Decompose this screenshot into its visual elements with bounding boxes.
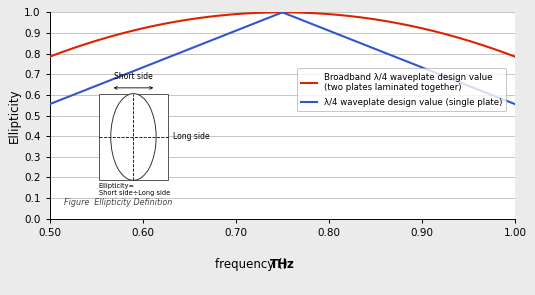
Text: ): ) xyxy=(282,258,287,271)
Text: THz: THz xyxy=(270,258,295,271)
Y-axis label: Ellipticity: Ellipticity xyxy=(9,88,21,143)
X-axis label: frequency (THz): frequency (THz) xyxy=(0,294,1,295)
Legend: Broadband λ/4 waveplate design value
(two plates laminated together), λ/4 wavepl: Broadband λ/4 waveplate design value (tw… xyxy=(297,68,506,111)
Text: frequency (: frequency ( xyxy=(215,258,282,271)
Text: Figure  Ellipticity Definition: Figure Ellipticity Definition xyxy=(64,198,172,207)
